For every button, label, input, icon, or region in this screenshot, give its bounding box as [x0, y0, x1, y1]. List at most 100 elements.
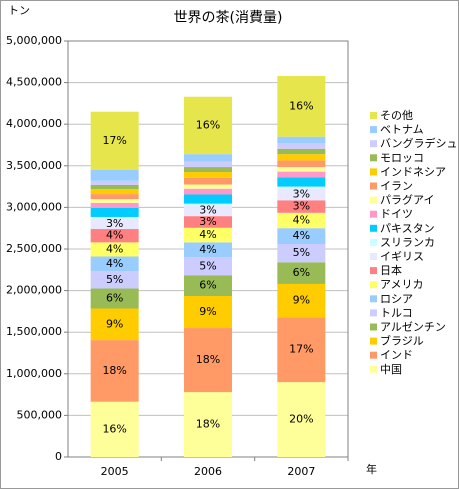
bar-segment [90, 271, 139, 289]
bar-segment [277, 228, 326, 245]
bar-segment [277, 177, 326, 187]
segment-label: 4% [293, 229, 310, 242]
legend-label: モロッコ [380, 151, 424, 164]
bar-segment [184, 172, 232, 178]
bar-segment [184, 188, 232, 195]
segment-label: 3% [293, 187, 310, 200]
legend-swatch [370, 210, 377, 218]
bar-segment [184, 161, 232, 168]
segment-label: 3% [199, 215, 216, 228]
legend-label: ロシア [380, 292, 413, 305]
legend-swatch [370, 253, 377, 260]
x-tick-label: 2005 [101, 465, 129, 478]
bar-segment [184, 194, 232, 204]
bar-segment [277, 160, 326, 168]
segment-label: 6% [199, 279, 216, 292]
bar-segment [277, 154, 326, 161]
segment-label: 18% [196, 353, 220, 366]
segment-label: 3% [293, 200, 310, 213]
bar-segment [90, 169, 139, 181]
legend-label: インド [380, 349, 413, 362]
y-tick-label: 2,500,000 [6, 242, 62, 255]
bar-segment [90, 256, 139, 272]
segment-label: 18% [102, 364, 126, 377]
bar-segment [90, 189, 139, 195]
legend-swatch [370, 168, 377, 176]
segment-label: 3% [199, 204, 216, 217]
y-tick-label: 1,000,000 [6, 367, 62, 380]
bar-segment [90, 180, 139, 185]
bar-segment [90, 340, 139, 402]
legend-swatch [370, 224, 377, 232]
legend-swatch [370, 182, 377, 190]
bar-segment [184, 177, 232, 185]
bar-segment [277, 186, 326, 189]
segment-label: 9% [106, 317, 123, 330]
legend-label: 中国 [380, 363, 402, 376]
segment-label: 4% [106, 242, 123, 255]
legend-label: ブラジル [380, 334, 424, 348]
bar-segment [90, 401, 139, 457]
bar-segment [277, 75, 326, 137]
legend-swatch [370, 126, 377, 134]
legend-swatch [370, 112, 377, 119]
bar-segment [90, 229, 139, 243]
legend-label: アルゼンチン [380, 321, 446, 334]
y-tick-label: 3,000,000 [6, 200, 62, 213]
legend-label: その他 [380, 109, 413, 122]
bar-segment [184, 328, 232, 393]
legend-swatch [370, 365, 377, 373]
legend-label: バングラデシュ [380, 136, 458, 150]
segment-label: 3% [106, 217, 123, 230]
bar-segment [90, 242, 139, 257]
bar-segment [184, 167, 232, 173]
segment-label: 17% [289, 343, 313, 356]
legend-swatch [370, 337, 377, 345]
bar-segment [277, 382, 326, 457]
segment-label: 4% [293, 214, 310, 227]
bar-segment [90, 194, 139, 200]
bar-segment [90, 207, 139, 217]
bar-segment [184, 205, 232, 217]
legend-label: パキスタン [380, 222, 435, 235]
x-tick-label: 2006 [194, 465, 222, 478]
y-tick-label: 2,000,000 [6, 284, 62, 297]
bar-segment [90, 216, 139, 219]
bar-segment [184, 203, 232, 206]
bar-segment [90, 111, 139, 170]
segment-label: 5% [199, 259, 216, 272]
legend-swatch [370, 351, 377, 359]
chart-title: 世界の茶(消費量) [174, 10, 283, 26]
segment-label: 4% [106, 257, 123, 270]
bar-segment [277, 244, 326, 263]
legend-label: インドネシア [380, 165, 446, 178]
legend-label: ドイツ [380, 208, 413, 221]
x-tick-label: 2007 [287, 465, 315, 478]
bar-segment [90, 288, 139, 309]
bar-segment [90, 199, 139, 203]
bar-segment [90, 218, 139, 230]
segment-label: 16% [196, 118, 220, 131]
bar-segment [277, 262, 326, 284]
segment-label: 9% [199, 305, 216, 318]
segment-label: 6% [106, 292, 123, 305]
bar-segment [184, 275, 232, 297]
bar-segment [277, 200, 326, 213]
legend-label: トルコ [380, 306, 413, 319]
bar-segment [184, 392, 232, 457]
bar-segment [90, 202, 139, 208]
segment-label: 9% [293, 294, 310, 307]
segment-label: 18% [196, 418, 220, 431]
legend-swatch [370, 309, 377, 317]
legend-label: 日本 [380, 263, 402, 277]
segment-label: 20% [289, 413, 313, 426]
segment-label: 6% [293, 266, 310, 279]
bar-segment [277, 283, 326, 318]
legend-label: スリランカ [380, 236, 435, 249]
legend-swatch [370, 281, 377, 289]
y-tick-label: 0 [55, 450, 62, 463]
bar-segment [184, 227, 232, 243]
legend-swatch [370, 140, 377, 148]
y-tick-label: 1,500,000 [6, 325, 62, 338]
